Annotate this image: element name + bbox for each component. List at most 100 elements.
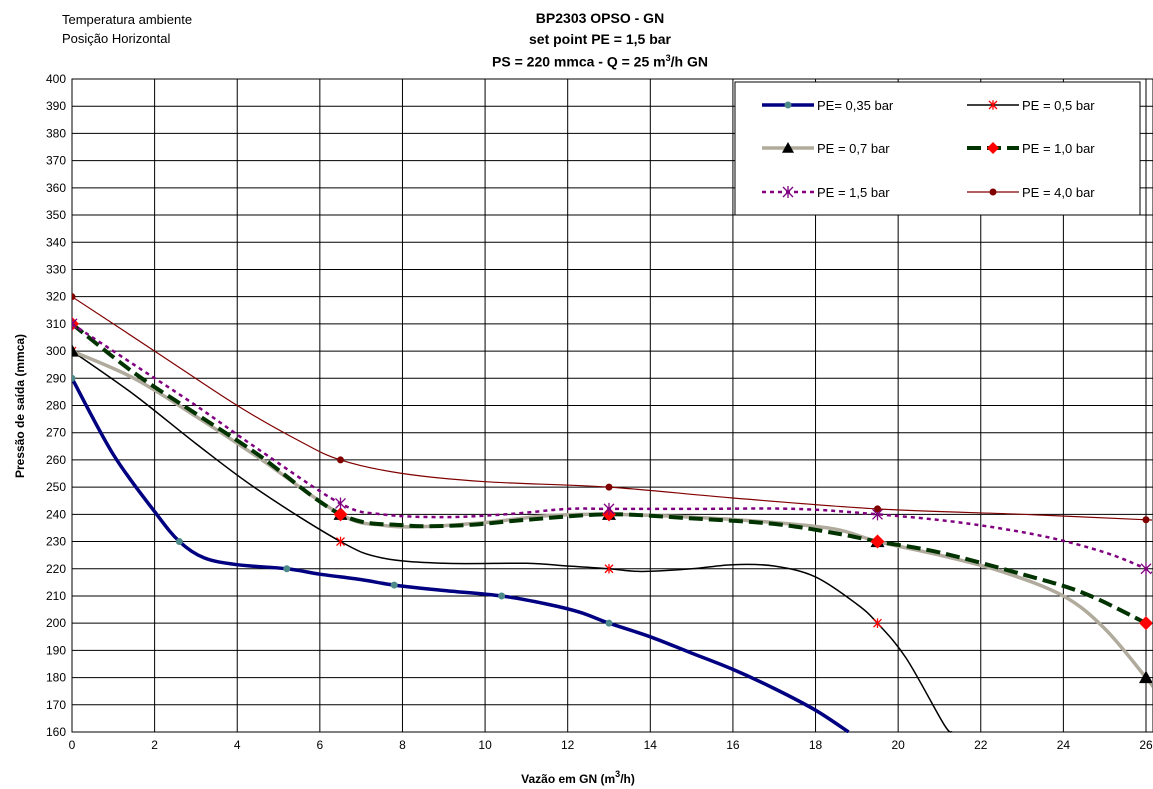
data-point-1-5: [498, 592, 506, 600]
legend-marker-4: [987, 142, 999, 154]
data-point-4-1: [72, 316, 79, 331]
y-tick-label-220: 220: [46, 562, 66, 576]
legend-label-2: PE = 0,5 bar: [1022, 98, 1095, 113]
legend-entry-3: PE = 0,7 bar: [762, 141, 890, 156]
y-tick-label-360: 360: [46, 181, 66, 195]
y-tick-label-160: 160: [46, 725, 66, 739]
x-tick-label-20: 20: [891, 738, 905, 752]
series-line-6: [72, 296, 1152, 521]
y-tick-label-270: 270: [46, 426, 66, 440]
y-tick-label-200: 200: [46, 616, 66, 630]
data-point-3-5: [1139, 670, 1152, 684]
data-point-6-4: [874, 505, 881, 513]
series-1: [72, 374, 850, 733]
legend-entry-2: PE = 0,5 bar: [967, 98, 1095, 113]
legend-entry-5: PE = 1,5 bar: [762, 185, 890, 200]
x-axis-label: Vazão em GN (m3/h): [521, 769, 635, 786]
data-point-6-5: [1142, 516, 1150, 524]
data-point-5-2: [335, 497, 346, 510]
legend-entry-4: PE = 1,0 bar: [967, 141, 1095, 156]
data-point-1-2: [175, 538, 183, 546]
y-tick-label-300: 300: [46, 344, 66, 358]
chart-subtitle-conditions: PS = 220 mmca - Q = 25 m3/h GN: [340, 53, 860, 70]
legend-marker-5: [782, 186, 794, 198]
y-tick-label-250: 250: [46, 480, 66, 494]
data-point-4-5: [1139, 616, 1152, 631]
y-tick-label-230: 230: [46, 535, 66, 549]
x-tick-label-22: 22: [974, 738, 988, 752]
y-tick-label-310: 310: [46, 317, 66, 331]
y-tick-label-260: 260: [46, 453, 66, 467]
legend-marker-3: [782, 142, 794, 153]
x-tick-label-14: 14: [644, 738, 658, 752]
x-tick-label-2: 2: [151, 738, 158, 752]
y-tick-label-320: 320: [46, 290, 66, 304]
x-tick-label-4: 4: [234, 738, 241, 752]
data-point-5-1: [72, 317, 78, 330]
y-tick-label-280: 280: [46, 399, 66, 413]
series-line-3: [72, 349, 1152, 689]
data-point-6-3: [605, 483, 613, 491]
chart-title: BP2303 OPSO - GN: [535, 10, 665, 26]
series-line-4: [72, 322, 1152, 629]
legend-label-6: PE = 4,0 bar: [1022, 185, 1095, 200]
y-tick-label-190: 190: [46, 643, 66, 657]
x-tick-label-18: 18: [809, 738, 823, 752]
x-axis: 0 2 4 6 8 10 12 14 16 18 20 22 24 26: [69, 738, 1153, 752]
y-tick-label-350: 350: [46, 208, 66, 222]
x-axis-label-superscript: 3: [615, 769, 620, 779]
y-tick-label-390: 390: [46, 99, 66, 113]
y-tick-label-240: 240: [46, 507, 66, 521]
x-tick-label-0: 0: [69, 738, 76, 752]
plot-area: [71, 78, 1153, 733]
y-tick-label-370: 370: [46, 154, 66, 168]
y-tick-label-290: 290: [46, 371, 66, 385]
x-tick-label-10: 10: [478, 738, 492, 752]
x-tick-label-8: 8: [399, 738, 406, 752]
series-line-5: [72, 322, 1152, 574]
data-point-6-2: [337, 456, 344, 464]
x-tick-label-24: 24: [1057, 738, 1071, 752]
legend-label-5: PE = 1,5 bar: [817, 185, 890, 200]
y-tick-label-210: 210: [46, 589, 66, 603]
data-point-5-3: [603, 502, 615, 515]
series-4: [72, 316, 1152, 631]
series-6: [72, 293, 1152, 524]
note-position: Posição Horizontal: [62, 31, 171, 46]
x-tick-label-12: 12: [561, 738, 575, 752]
legend-marker-2: [988, 100, 998, 110]
legend-entry-6: PE = 4,0 bar: [967, 185, 1095, 200]
x-axis-label-text: Vazão em GN (m: [521, 772, 615, 786]
y-tick-label-400: 400: [46, 72, 66, 86]
subtitle-conditions-text: PS = 220 mmca - Q = 25 m: [492, 53, 666, 70]
series-2: [72, 346, 953, 733]
series-5: [72, 317, 1152, 575]
legend: PE= 0,35 bar PE = 0,5 bar PE = 0,7 bar PE =…: [734, 81, 1141, 216]
data-point-1-1: [72, 374, 76, 382]
note-temperature: Temperatura ambiente: [62, 12, 193, 27]
x-tick-label-16: 16: [726, 738, 740, 752]
data-point-2-2: [336, 536, 345, 547]
y-tick-label-340: 340: [46, 235, 66, 249]
data-point-1-4: [390, 581, 398, 589]
chart-subtitle: set point PE = 1,5 bar: [529, 31, 671, 47]
y-tick-label-330: 330: [46, 262, 66, 276]
subtitle-conditions-superscript: 3: [665, 53, 671, 63]
legend-marker-1: [784, 101, 792, 109]
legend-label-4: PE = 1,0 bar: [1022, 141, 1095, 156]
legend-marker-6: [989, 188, 997, 196]
data-point-5-5: [1140, 562, 1152, 575]
x-tick-label-6: 6: [317, 738, 324, 752]
series-layer: [72, 293, 1152, 733]
x-axis-label-unit: /h): [620, 772, 635, 786]
data-point-2-4: [873, 618, 882, 628]
data-point-1-6: [605, 619, 613, 627]
y-tick-label-180: 180: [46, 671, 66, 685]
y-tick-label-380: 380: [46, 126, 66, 140]
subtitle-conditions-unit: /h GN: [670, 53, 708, 70]
data-point-1-3: [283, 565, 291, 573]
y-axis: 160 170 180 190 200 210 220 230 240 250 260 270 280 2…: [46, 72, 66, 739]
legend-label-1: PE= 0,35 bar: [817, 98, 894, 113]
y-axis-label: Pressão de saída (mmca): [13, 334, 27, 478]
data-point-2-3: [604, 563, 614, 574]
